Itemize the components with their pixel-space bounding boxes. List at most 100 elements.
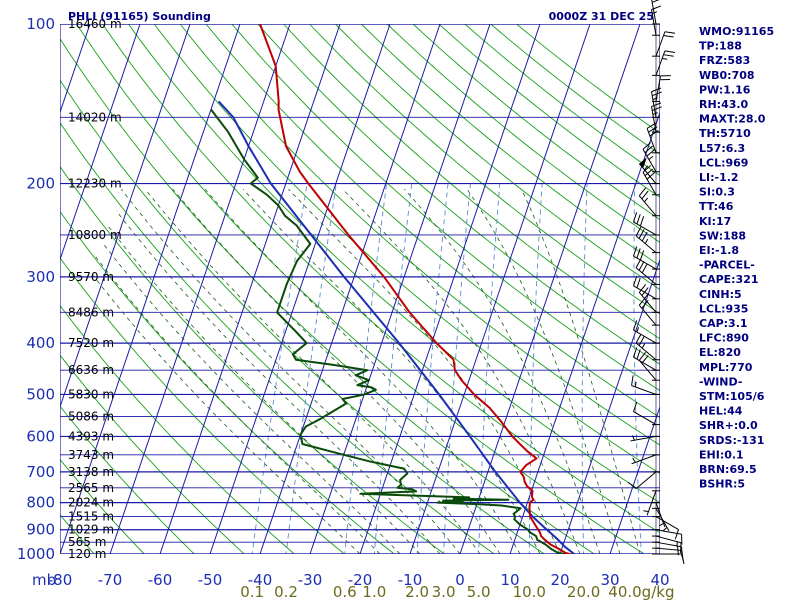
wind-barb-half-flag: [648, 155, 654, 160]
index-entry: HEL:44: [699, 405, 743, 418]
wind-barb-staff: [631, 385, 657, 395]
wind-barb: [638, 284, 660, 313]
height-level-label: 1515 m: [68, 510, 114, 524]
dry-adiabat: [127, 24, 660, 504]
height-level-label: 14020 m: [68, 110, 122, 124]
moist-adiabat: [288, 188, 561, 554]
height-level-label: 7520 m: [68, 336, 114, 350]
wind-barb-staff: [638, 304, 657, 326]
wind-barb: [633, 275, 660, 300]
wind-barb-half-flag: [651, 11, 658, 15]
index-entry: -PARCEL-: [699, 259, 755, 272]
wind-barb-flag: [638, 284, 647, 293]
pressure-tick-label: 1000: [17, 545, 55, 563]
wind-barb-staff: [650, 91, 657, 118]
mixing-ratio-tick-label: 0.1: [240, 583, 264, 600]
pressure-tick-label: 400: [26, 334, 55, 352]
wind-barb: [652, 75, 671, 102]
pressure-tick-label: 200: [26, 175, 55, 193]
background-grid: [60, 24, 660, 554]
index-entry: -WIND-: [699, 375, 742, 388]
isotherm: [309, 24, 491, 554]
wind-barb-flag: [646, 172, 655, 180]
index-entry: CINH:5: [699, 288, 742, 301]
temperature-tick-label: -40: [248, 571, 273, 589]
wind-barb-flag: [644, 145, 653, 154]
wind-barb-flag: [631, 375, 634, 386]
index-entry: MAXT:28.0: [699, 113, 766, 126]
station-title: PHLI (91165) Sounding: [68, 10, 211, 23]
height-level-label: 4393 m: [68, 429, 114, 443]
wind-barb-staff: [635, 471, 657, 489]
dry-adiabat: [76, 24, 646, 554]
index-entry: STM:105/6: [699, 390, 765, 403]
wind-barb-half-flag: [634, 381, 637, 388]
height-level-label: 2024 m: [68, 496, 114, 510]
temperature-trace: [259, 24, 574, 554]
temperature-tick-label: 30: [600, 571, 619, 589]
index-entry: SI:0.3: [699, 186, 735, 199]
wind-barb-half-flag: [662, 526, 668, 532]
wind-barb-staff: [646, 490, 657, 516]
wind-barb-half-flag: [662, 57, 668, 60]
pressure-tick-label: 800: [26, 494, 55, 512]
index-entry: EL:820: [699, 346, 741, 359]
height-level-label: 12230 m: [68, 177, 122, 191]
mixing-ratio-tick-label: 5.0: [467, 583, 491, 600]
wind-barb-flag: [636, 277, 641, 288]
dry-adiabat: [60, 405, 195, 554]
wind-barb-flag: [627, 481, 637, 490]
moist-adiabat: [172, 188, 501, 554]
wind-barb: [635, 226, 660, 254]
mixing-ratio-tick-label: 40.0g/kg: [608, 583, 674, 600]
mixing-ratio-tick-label: 0.6: [333, 583, 357, 600]
wind-barb-flag: [641, 190, 649, 200]
mixing-ratio-tick-label: 3.0: [432, 583, 456, 600]
wind-barb-flag: [663, 54, 674, 57]
wind-barb-half-flag: [658, 522, 664, 527]
wind-barb-flag: [642, 165, 651, 173]
temperature-tick-label: -30: [298, 571, 323, 589]
dry-adiabat: [231, 24, 660, 392]
index-entry: LCL:969: [699, 156, 748, 169]
dry-adiabat: [60, 37, 596, 554]
wind-barb-staff: [655, 502, 666, 528]
wind-barb-flag: [633, 320, 638, 331]
isotherm: [60, 24, 141, 262]
wind-barb-half-flag: [643, 510, 649, 512]
wind-barb-flag: [679, 542, 682, 553]
wind-barb-half-flag: [644, 294, 649, 299]
sounding-datetime: 0000Z 31 DEC 25: [549, 10, 654, 23]
mixing-ratio-tick-label: 2.0: [405, 583, 429, 600]
wind-barb-column: [627, 0, 685, 565]
wind-barb-half-flag: [632, 457, 636, 463]
wind-barb: [646, 122, 660, 154]
moist-adiabat: [466, 188, 621, 554]
dry-adiabat: [60, 210, 395, 554]
height-level-label: 565 m: [68, 535, 106, 549]
pressure-tick-label: 300: [26, 268, 55, 286]
wind-barb-flag: [638, 229, 645, 239]
index-entry: CAPE:321: [699, 273, 759, 286]
wind-barb: [638, 187, 660, 217]
temperature-tick-label: -80: [48, 571, 73, 589]
pressure-tick-label: 700: [26, 463, 55, 481]
dry-adiabat: [334, 24, 660, 291]
height-level-label: 6636 m: [68, 363, 114, 377]
wind-barb-staff: [635, 235, 657, 254]
wind-barb-staff: [633, 411, 657, 426]
wind-barb-half-flag: [641, 343, 646, 349]
height-level-label: 5830 m: [68, 387, 114, 401]
isotherm: [209, 24, 391, 554]
mixing-ratio-line: [285, 183, 337, 554]
index-entry: TP:188: [699, 40, 742, 53]
wind-barb-flag: [641, 355, 649, 364]
index-entry: FRZ:583: [699, 54, 750, 67]
wind-barb: [642, 142, 660, 173]
wind-barb-flag: [633, 275, 638, 286]
dry-adiabat: [60, 354, 245, 554]
wind-barb-staff: [655, 50, 666, 76]
wind-barb-flag: [633, 401, 638, 412]
mixing-ratio-tick-label: 0.2: [274, 583, 298, 600]
moist-adiabat: [120, 188, 461, 554]
